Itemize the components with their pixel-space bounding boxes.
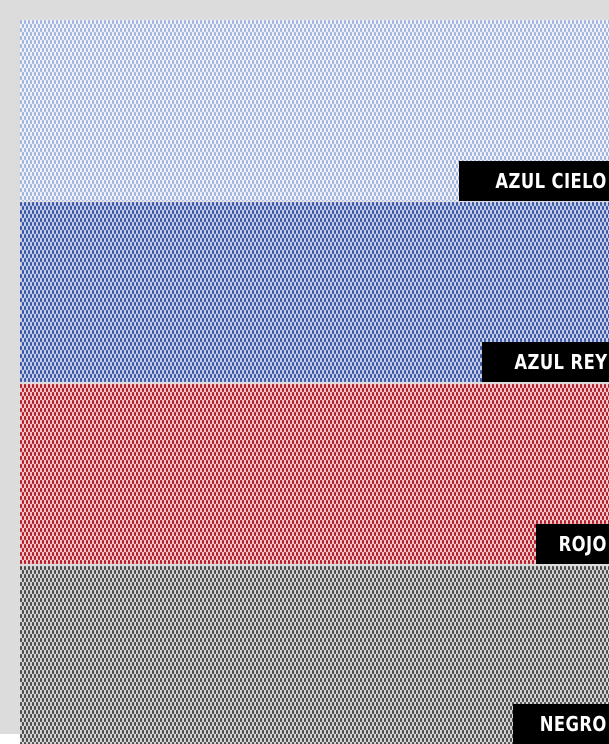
swatch-azul-rey[interactable]: AZUL REY [20, 202, 609, 382]
swatch-list: AZUL CIELO AZUL REY [20, 20, 609, 744]
swatch-label: AZUL REY [481, 342, 609, 382]
fabric-texture [20, 566, 609, 744]
swatch-label: ROJO [536, 524, 609, 564]
swatch-negro[interactable]: NEGRO [20, 566, 609, 744]
fabric-texture [20, 384, 609, 564]
swatch-label: NEGRO [513, 704, 609, 744]
swatch-rojo[interactable]: ROJO [20, 384, 609, 564]
swatch-azul-cielo[interactable]: AZUL CIELO [20, 20, 609, 201]
swatch-label: AZUL CIELO [459, 161, 609, 201]
